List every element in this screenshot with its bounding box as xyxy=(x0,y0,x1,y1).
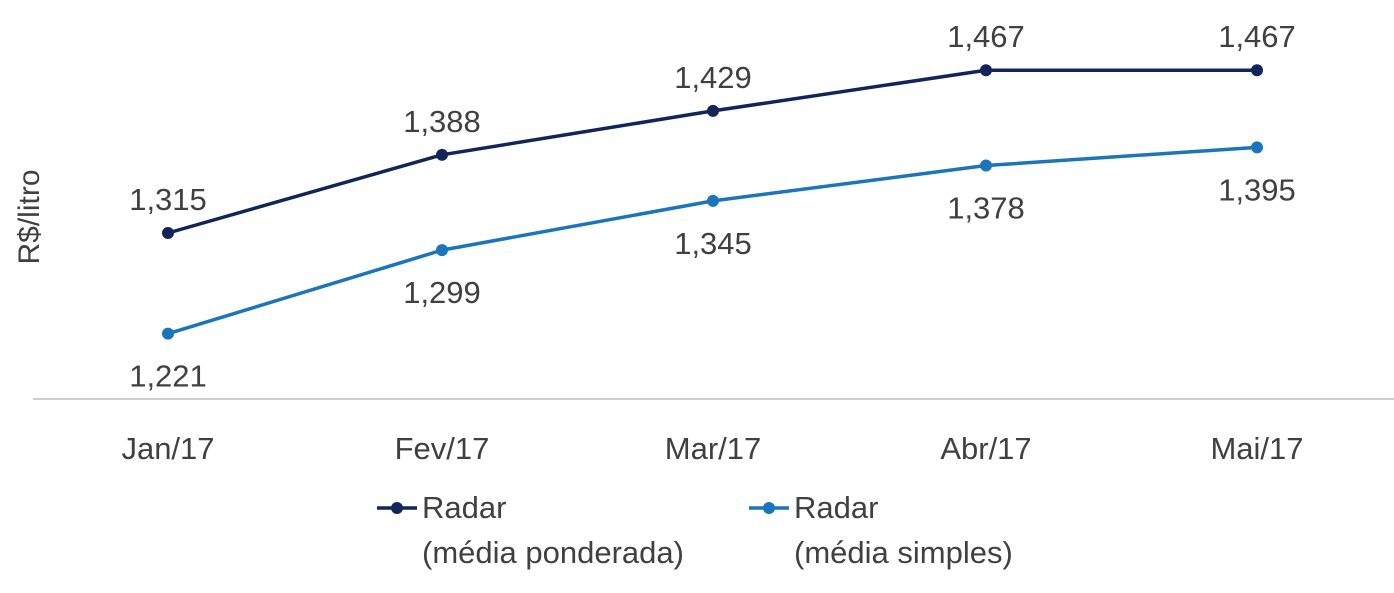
x-tick-labels: Jan/17 Fev/17 Mar/17 Abr/17 Mai/17 xyxy=(121,431,1303,466)
data-point xyxy=(707,104,719,117)
legend-label-line: Radar xyxy=(422,490,506,525)
data-label: 1,315 xyxy=(129,182,207,217)
legend-label-line: Radar xyxy=(794,490,878,525)
data-label: 1,221 xyxy=(129,359,207,394)
data-point xyxy=(162,227,174,239)
legend: Radar (média ponderada) Radar (média simple… xyxy=(377,490,1013,570)
data-point xyxy=(436,148,448,161)
data-label: 1,378 xyxy=(947,191,1025,226)
data-label: 1,467 xyxy=(947,19,1025,54)
y-axis-label: R$/litro xyxy=(13,169,46,264)
data-point xyxy=(1251,64,1263,77)
legend-label-line: (média simples) xyxy=(794,535,1013,570)
data-point xyxy=(980,64,992,77)
x-tick-label: Fev/17 xyxy=(395,431,490,466)
data-point xyxy=(162,327,174,340)
data-label: 1,395 xyxy=(1218,172,1296,207)
legend-marker xyxy=(763,502,775,514)
series-layer: 1,315 1,388 1,429 1,467 1,467 1,221 1,299 1,345… xyxy=(129,19,1296,393)
x-tick-label: Jan/17 xyxy=(121,431,214,466)
data-point xyxy=(1251,141,1263,154)
data-label: 1,429 xyxy=(674,60,752,95)
x-tick-label: Abr/17 xyxy=(940,431,1031,466)
legend-label-line: (média ponderada) xyxy=(422,535,684,570)
data-point xyxy=(707,194,719,207)
legend-marker xyxy=(391,502,403,514)
x-tick-label: Mar/17 xyxy=(665,431,761,466)
data-label: 1,299 xyxy=(403,275,481,310)
legend-label: Radar (média simples) xyxy=(794,490,1013,570)
data-point xyxy=(980,159,992,172)
data-point xyxy=(436,244,448,257)
data-label: 1,388 xyxy=(403,104,481,139)
data-label: 1,467 xyxy=(1218,19,1296,54)
data-label: 1,345 xyxy=(674,226,752,261)
legend-label: Radar (média ponderada) xyxy=(422,490,684,570)
x-tick-label: Mai/17 xyxy=(1210,431,1303,466)
